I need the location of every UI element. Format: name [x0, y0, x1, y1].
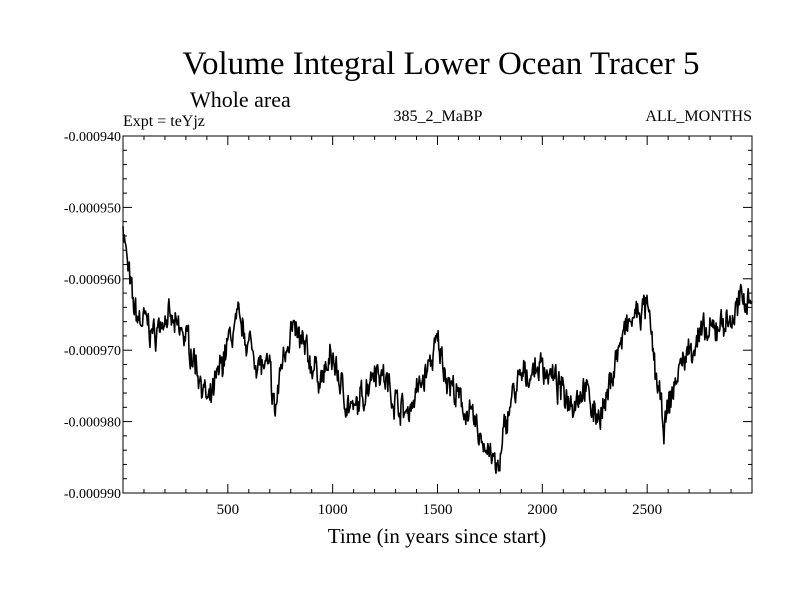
x-tick-label: 2500 — [632, 502, 662, 518]
chart-title: Volume Integral Lower Ocean Tracer 5 — [182, 46, 699, 82]
y-tick-label: -0.000980 — [64, 416, 121, 431]
series-line — [122, 226, 753, 475]
y-tick-label: -0.000950 — [64, 201, 121, 216]
y-tick-label: -0.000960 — [64, 273, 121, 288]
x-tick-label: 500 — [217, 502, 240, 518]
ticks-layer: 500 1000 1500 2000 2500 -0.000940 -0.000950 -0.… — [64, 130, 752, 518]
series-layer — [122, 226, 753, 475]
experiment-label: Expt = teYjz — [123, 113, 205, 130]
x-tick-label: 2000 — [527, 502, 557, 518]
x-tick-label: 1000 — [318, 502, 348, 518]
x-tick-label: 1500 — [423, 502, 453, 518]
x-axis-label: Time (in years since start) — [328, 524, 547, 548]
y-tick-label: -0.000940 — [64, 130, 121, 145]
y-tick-label: -0.000970 — [64, 344, 121, 359]
y-tick-label: -0.000990 — [64, 487, 121, 502]
months-label: ALL_MONTHS — [645, 108, 752, 125]
scenario-label: 385_2_MaBP — [394, 108, 483, 125]
chart-subtitle: Whole area — [190, 87, 291, 112]
plot-frame — [122, 135, 753, 494]
